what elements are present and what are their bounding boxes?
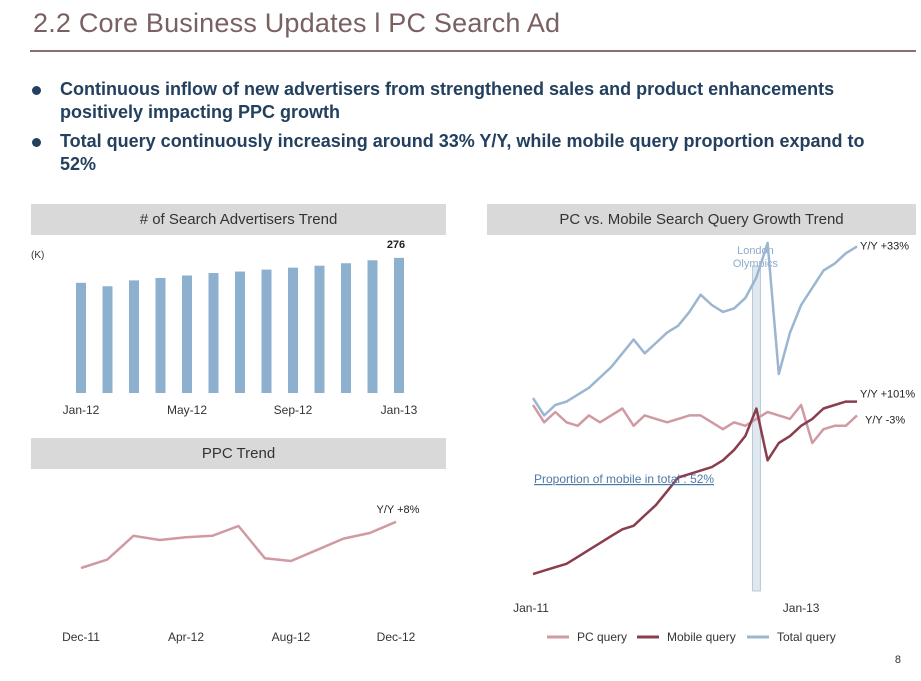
advertisers-bar: [182, 275, 192, 393]
bullet-item: Total query continuously increasing arou…: [30, 130, 900, 176]
ppc-yoy-annotation: Y/Y +8%: [377, 504, 420, 516]
advertisers-bar-chart: 276 Jan-12 May-12 Sep-12 Jan-13: [63, 239, 418, 417]
advertisers-bar: [367, 260, 378, 393]
query-x-tick-label: Jan-11: [513, 601, 549, 615]
pc-yoy-annotation: Y/Y -3%: [865, 414, 905, 426]
query-x-tick-label: Jan-13: [783, 601, 820, 615]
advertisers-data-label: 276: [387, 239, 405, 251]
bullet-list: Continuous inflow of new advertisers fro…: [30, 78, 900, 182]
ppc-trend-line: [80, 520, 397, 570]
slide-title: 2.2 Core Business Updates l PC Search Ad: [33, 8, 561, 38]
advertisers-bar: [235, 271, 245, 393]
ppc-line-chart: Y/Y +8% Dec-11 Apr-12 Aug-12 Dec-12: [62, 504, 420, 644]
query-chart-title: PC vs. Mobile Search Query Growth Trend: [487, 204, 916, 235]
legend-label: Total query: [777, 630, 836, 644]
total-yoy-annotation: Y/Y +33%: [860, 240, 909, 252]
mobile-yoy-annotation: Y/Y +101%: [860, 389, 915, 401]
advertisers-bar: [341, 263, 351, 393]
bullet-item: Continuous inflow of new advertisers fro…: [30, 78, 900, 124]
pc-query-line: [531, 403, 858, 445]
advertisers-x-tick-label: Sep-12: [274, 403, 313, 417]
advertisers-bar: [394, 257, 404, 393]
bullet-dot-icon: [32, 138, 41, 147]
advertisers-x-tick-label: Jan-13: [381, 403, 418, 417]
olympics-highlight-band: [751, 265, 761, 592]
legend-label: PC query: [577, 630, 627, 644]
mobile-proportion-annotation: Proportion of mobile in total : 52%: [534, 472, 714, 486]
legend-label: Mobile query: [667, 630, 736, 644]
ppc-x-tick-label: Dec-12: [377, 630, 416, 644]
ppc-x-tick-label: Dec-11: [62, 630, 100, 644]
ppc-chart-title: PPC Trend: [31, 438, 446, 469]
total-query-line: [531, 241, 858, 417]
advertisers-bar: [208, 273, 219, 393]
mobile-query-line: [532, 400, 857, 576]
advertisers-bar: [288, 267, 298, 393]
bullet-text: Total query continuously increasing arou…: [60, 131, 865, 174]
advertisers-bar: [76, 282, 86, 393]
advertisers-x-tick-label: May-12: [167, 403, 207, 417]
advertisers-bar: [129, 280, 139, 393]
bullet-dot-icon: [32, 86, 41, 95]
ppc-x-tick-label: Aug-12: [272, 630, 311, 644]
advertisers-chart-title: # of Search Advertisers Trend: [31, 204, 446, 235]
advertisers-bar: [314, 265, 325, 393]
advertisers-bar: [261, 269, 272, 393]
advertisers-bar: [155, 277, 166, 393]
advertisers-x-tick-label: Jan-12: [63, 403, 100, 417]
page-number: 8: [894, 654, 901, 666]
ppc-x-tick-label: Apr-12: [168, 630, 204, 644]
title-divider: [30, 50, 916, 52]
advertisers-bar: [102, 286, 113, 393]
olympics-event-label: Olympics: [733, 258, 779, 270]
advertisers-unit-label: (K): [31, 250, 45, 261]
bullet-text: Continuous inflow of new advertisers fro…: [60, 79, 835, 122]
